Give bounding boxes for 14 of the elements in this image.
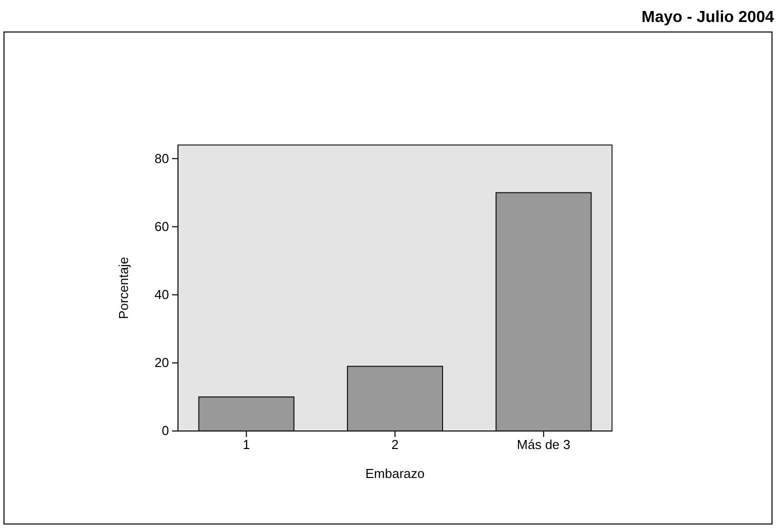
- text: Mayo - Julio 2004: [642, 9, 774, 26]
- y-tick-label: 40: [154, 286, 169, 302]
- x-tick-label: 1: [242, 437, 250, 452]
- bar: [198, 396, 294, 432]
- bar: [496, 192, 592, 432]
- y-tick-label: 0: [162, 423, 169, 438]
- x-tick-label: Más de 3: [516, 437, 570, 452]
- bar: [346, 366, 444, 432]
- y-tick-label: 60: [154, 218, 169, 234]
- y-tick-label: 80: [154, 150, 169, 166]
- x-tick-label: 2: [391, 437, 399, 452]
- x-axis-title: Embarazo: [365, 466, 425, 481]
- y-tick-label: 20: [154, 355, 169, 370]
- y-axis-title: Porcentaje: [116, 256, 131, 320]
